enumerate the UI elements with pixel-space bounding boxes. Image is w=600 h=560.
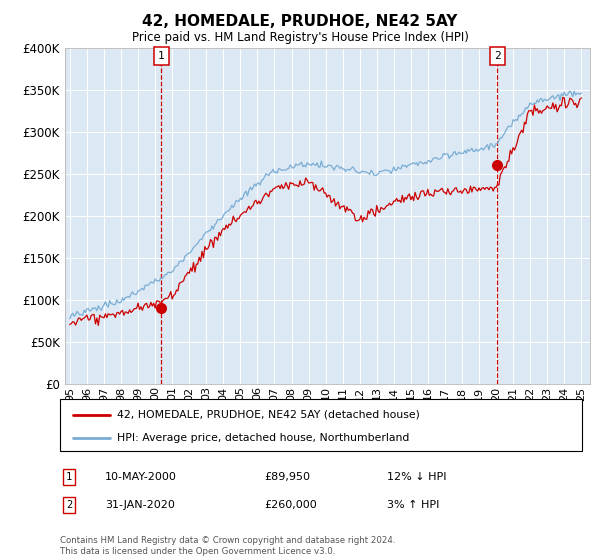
Text: 10-MAY-2000: 10-MAY-2000 — [105, 472, 177, 482]
Text: 42, HOMEDALE, PRUDHOE, NE42 5AY: 42, HOMEDALE, PRUDHOE, NE42 5AY — [142, 14, 458, 29]
Text: Price paid vs. HM Land Registry's House Price Index (HPI): Price paid vs. HM Land Registry's House … — [131, 31, 469, 44]
Text: 31-JAN-2020: 31-JAN-2020 — [105, 500, 175, 510]
Text: 42, HOMEDALE, PRUDHOE, NE42 5AY (detached house): 42, HOMEDALE, PRUDHOE, NE42 5AY (detache… — [118, 410, 420, 420]
FancyBboxPatch shape — [60, 399, 582, 451]
Text: 1: 1 — [158, 51, 164, 61]
Text: 12% ↓ HPI: 12% ↓ HPI — [387, 472, 446, 482]
Text: 2: 2 — [494, 51, 501, 61]
Text: Contains HM Land Registry data © Crown copyright and database right 2024.
This d: Contains HM Land Registry data © Crown c… — [60, 536, 395, 556]
Text: £89,950: £89,950 — [264, 472, 310, 482]
Text: HPI: Average price, detached house, Northumberland: HPI: Average price, detached house, Nort… — [118, 433, 410, 443]
Text: 3% ↑ HPI: 3% ↑ HPI — [387, 500, 439, 510]
Text: 2: 2 — [66, 500, 72, 510]
Text: £260,000: £260,000 — [264, 500, 317, 510]
Text: 1: 1 — [66, 472, 72, 482]
